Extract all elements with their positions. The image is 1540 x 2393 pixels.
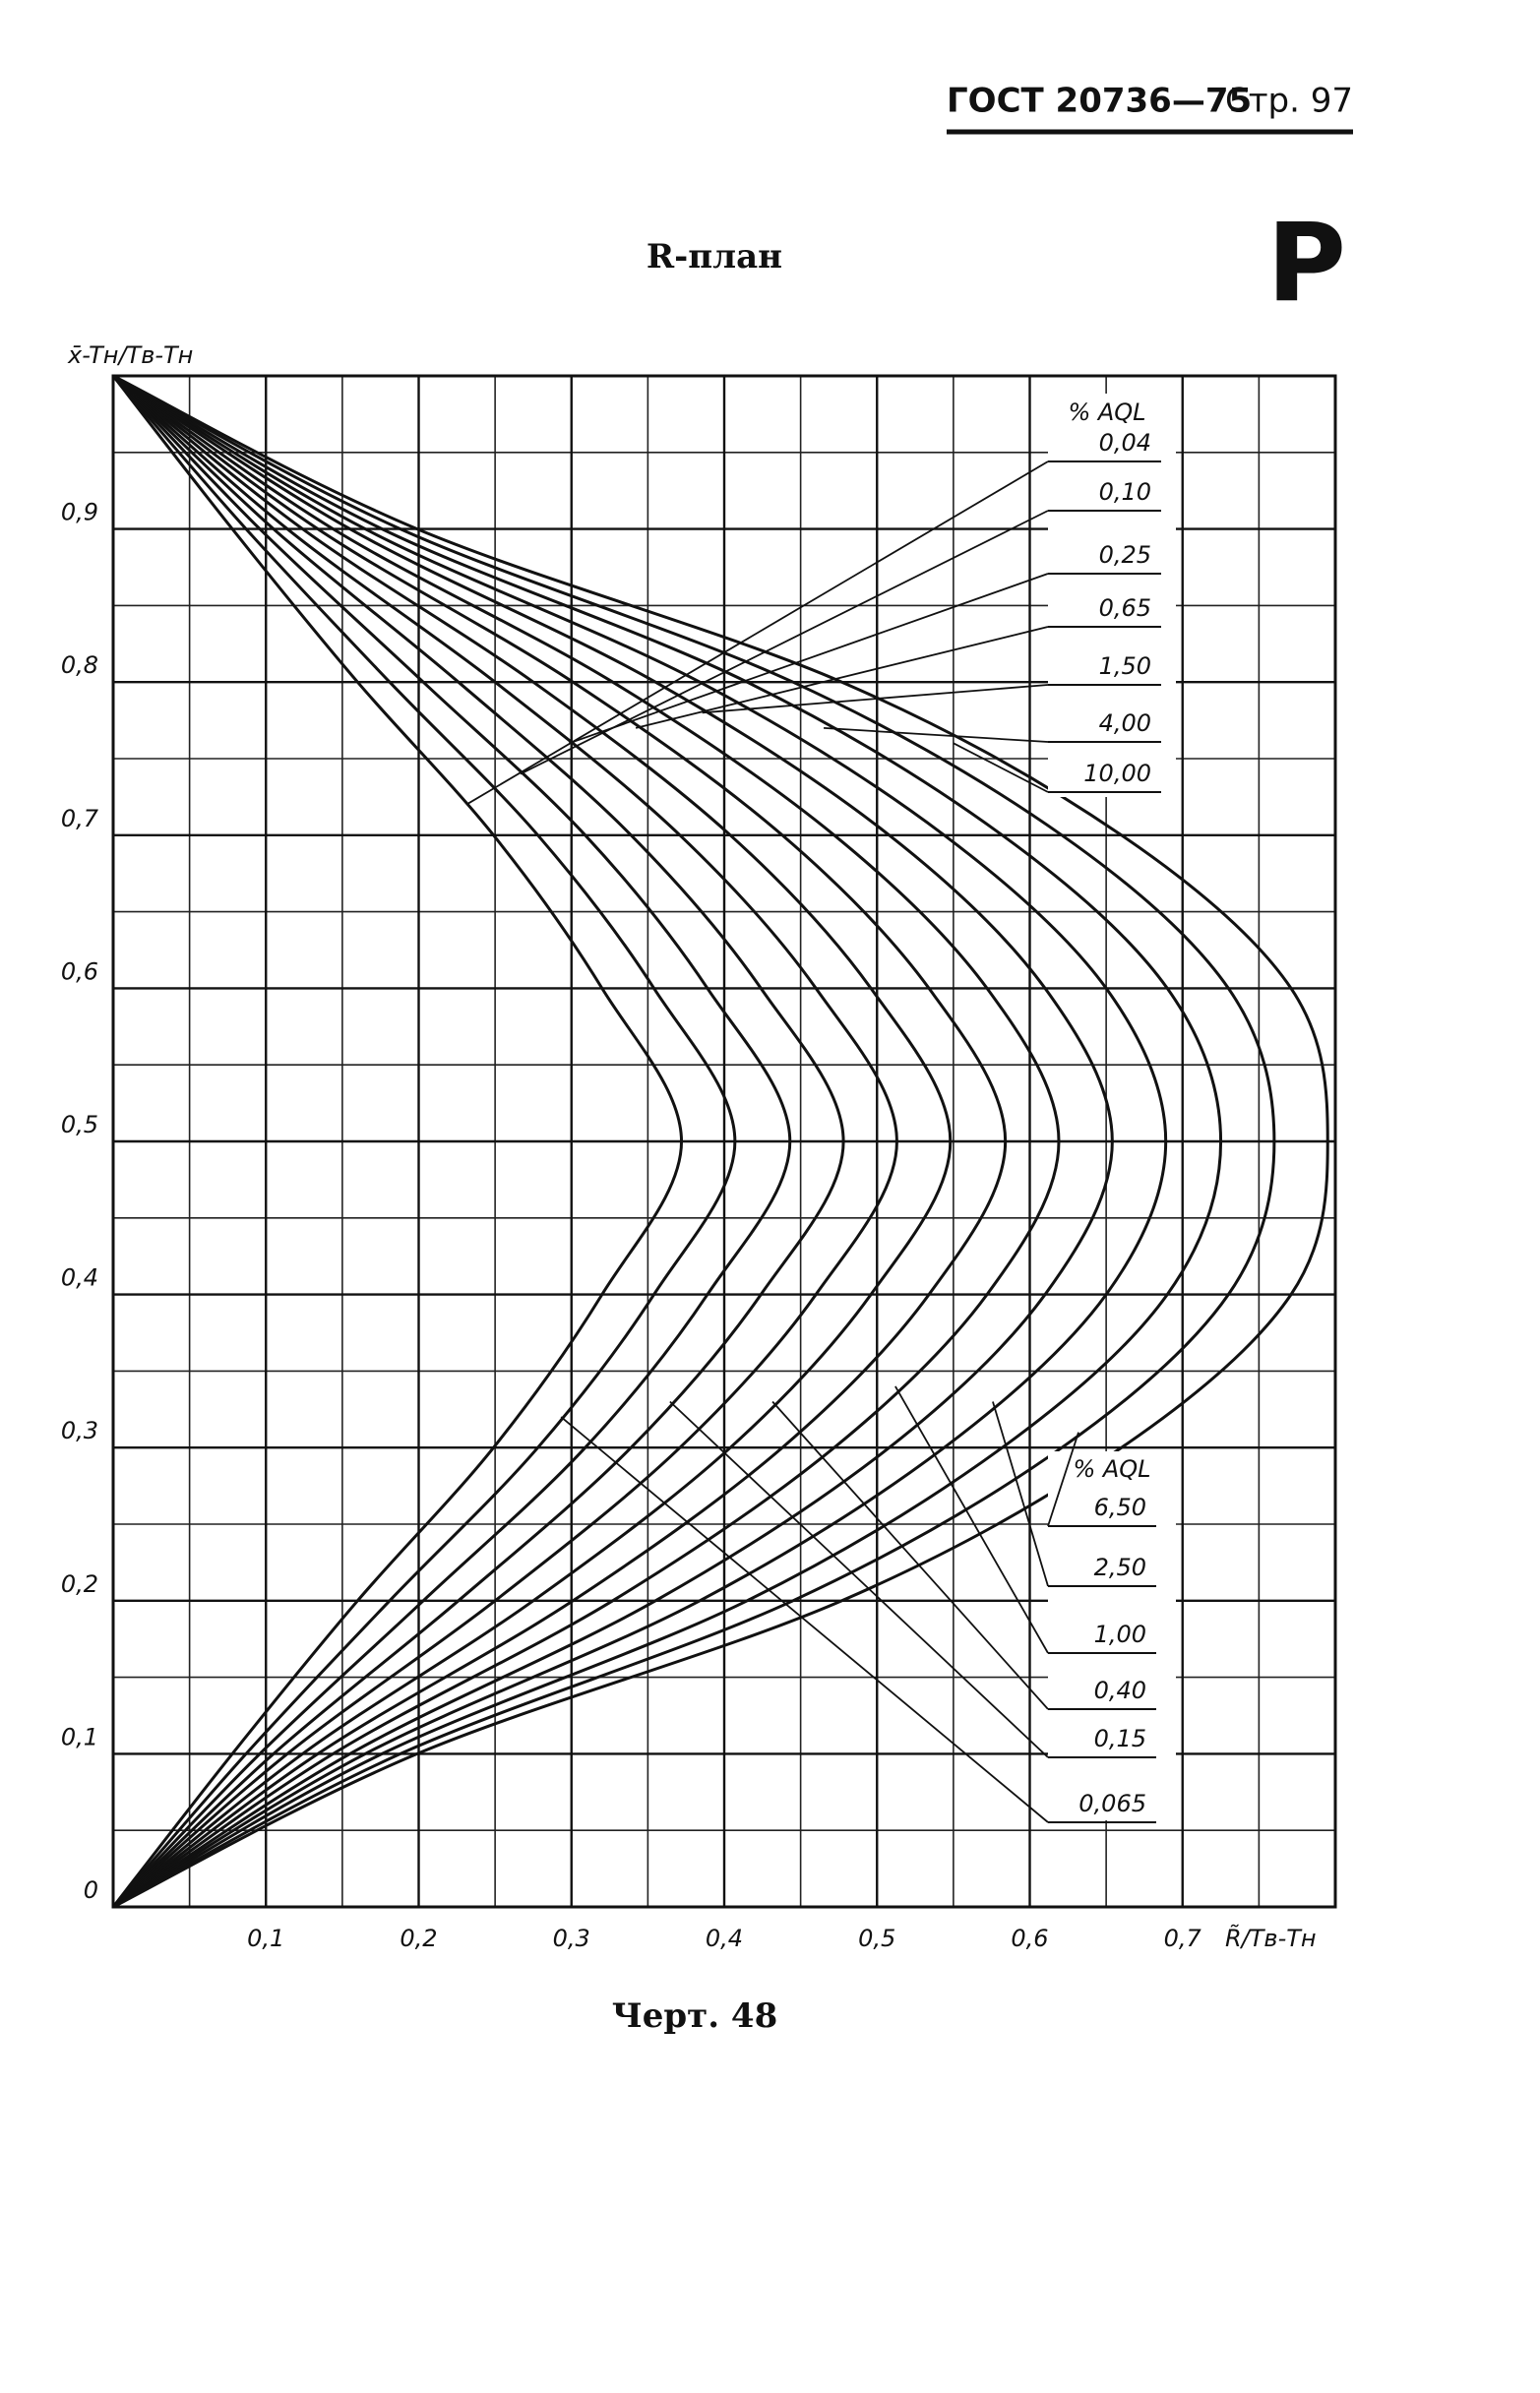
legend-label: 1,50 [1099, 652, 1151, 680]
legend-label: 2,50 [1094, 1554, 1146, 1581]
leader-line [702, 684, 1049, 714]
aql-curve [112, 374, 1061, 1909]
plan-letter: P [1266, 200, 1346, 326]
legend-label: 6,50 [1094, 1494, 1146, 1521]
aql-curve [112, 374, 1168, 1909]
leader-line [824, 726, 1049, 743]
standard-number: ГОСТ 20736—75 [947, 82, 1252, 121]
legend-label: 0,065 [1078, 1790, 1146, 1817]
y-tick-label: 0,6 [61, 957, 98, 985]
x-tick-label: 0,1 [247, 1925, 284, 1952]
aql-curve [111, 375, 684, 1908]
leader-line [992, 1401, 1049, 1587]
y-tick-label: 0,7 [61, 805, 99, 832]
y-tick-label: 0,2 [61, 1570, 98, 1598]
page-number: Стр. 97 [1225, 82, 1353, 121]
figure-caption: Черт. 48 [612, 1996, 778, 2036]
aql-curve [112, 374, 1329, 1909]
leader-line [894, 1385, 1049, 1654]
aql-curve [111, 375, 737, 1908]
x-tick-label: 0,6 [1011, 1925, 1048, 1952]
chart-title: R-план [647, 237, 782, 276]
aql-curve [112, 374, 898, 1909]
legend-label: 0,15 [1094, 1725, 1146, 1752]
aql-curve [112, 374, 953, 1909]
leader-line [568, 573, 1049, 745]
legend-bg [1048, 1451, 1176, 1820]
x-tick-label: 0,4 [706, 1925, 743, 1952]
legend-label: 1,00 [1094, 1621, 1146, 1648]
legend-label: 0,25 [1099, 541, 1151, 569]
legend-label: 0,10 [1099, 478, 1151, 506]
x-axis-label: R̃/Tв-Tн [1225, 1925, 1317, 1952]
leader-line [635, 626, 1049, 729]
legend-title: % AQL [1073, 1455, 1150, 1483]
legend-title: % AQL [1068, 399, 1145, 426]
leader-line [1047, 1432, 1079, 1527]
y-tick-label: 0,1 [61, 1723, 98, 1750]
aql-curve [112, 374, 1114, 1909]
legend-label: 4,00 [1099, 709, 1151, 737]
aql-curve [112, 374, 1276, 1909]
aql-curve [111, 374, 792, 1909]
x-tick-label: 0,5 [858, 1925, 895, 1952]
leader-line [560, 1416, 1049, 1823]
legend-label: 0,65 [1099, 594, 1151, 622]
leader-line [771, 1400, 1049, 1710]
leader-line [669, 1400, 1049, 1758]
y-tick-label: 0,9 [61, 499, 98, 526]
x-tick-label: 0,2 [400, 1925, 437, 1952]
y-tick-label: 0,3 [61, 1417, 98, 1444]
legend-label: 0,40 [1094, 1677, 1146, 1704]
aql-curve [111, 374, 845, 1909]
plot-frame [111, 374, 1337, 1909]
y-tick-label: 0,8 [61, 651, 98, 679]
legend-label: 10,00 [1083, 760, 1151, 787]
leader-line [520, 510, 1049, 775]
leader-line [465, 460, 1049, 806]
y-tick-label: 0,5 [61, 1111, 98, 1138]
aql-curve [112, 374, 1223, 1909]
aql-curve [112, 374, 1008, 1909]
x-tick-label: 0,7 [1164, 1925, 1202, 1952]
x-tick-label: 0,3 [553, 1925, 590, 1952]
legend-label: 0,04 [1099, 429, 1151, 457]
y-tick-label: 0,4 [61, 1264, 98, 1292]
leader-line [953, 742, 1049, 793]
y-tick-label: 0 [84, 1876, 98, 1904]
y-axis-label: x̄-Tн/Tв-Tн [67, 341, 193, 369]
